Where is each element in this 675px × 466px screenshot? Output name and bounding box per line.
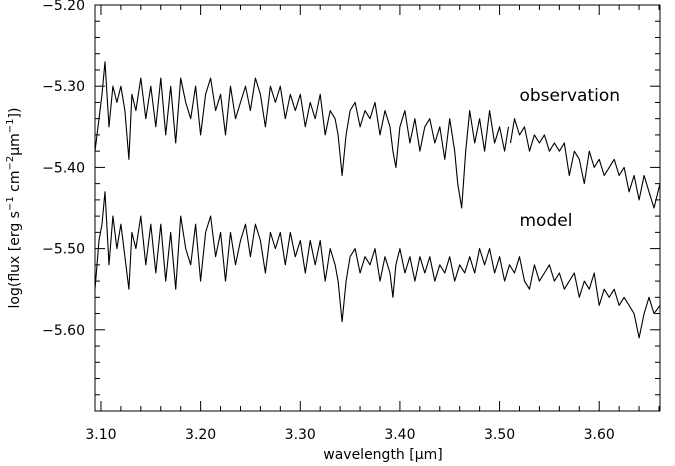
observation-line [94,61,510,209]
model-series [94,191,661,339]
x-tick-label: 3.50 [484,427,515,443]
axis-ticks [95,4,660,411]
x-axis-title: wavelength [μm] [323,447,442,463]
series-annotation: observation [519,86,620,106]
y-tick-label: −5.30 [42,79,85,95]
y-tick-label: −5.20 [42,0,85,14]
y-tick-label: −5.60 [42,323,85,339]
series-annotation: model [519,211,572,231]
x-tick-label: 3.40 [384,427,415,443]
y-axis-title: log(flux [erg s−1 cm−2μm−1]) [5,108,23,309]
x-tick-label: 3.30 [285,427,316,443]
x-tick-label: 3.20 [185,427,216,443]
y-tick-label: −5.40 [42,160,85,176]
tick-labels: 3.10 3.20 3.30 3.40 3.50 3.60 −5.20 −5.30 −5.40 −… [42,0,615,443]
x-tick-label: 3.60 [584,427,615,443]
series-layer [94,61,661,339]
x-tick-label: 3.10 [85,427,116,443]
series-annotations: observation model [519,86,620,231]
model-line [94,191,661,339]
plot-frame [94,4,661,412]
observation-line [509,118,661,209]
y-tick-label: −5.50 [42,242,85,258]
observation-series [94,61,661,209]
